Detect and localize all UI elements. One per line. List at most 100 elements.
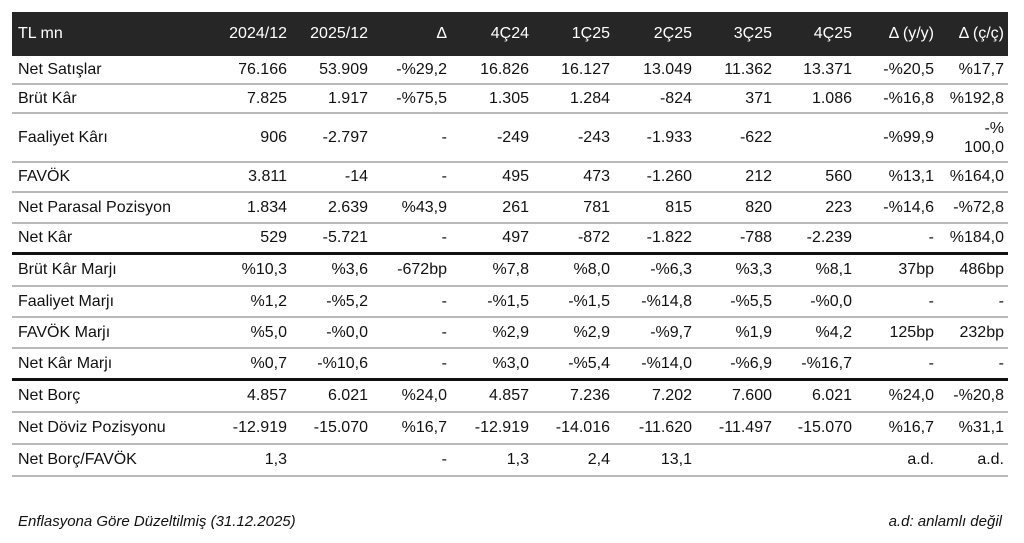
table-cell: - — [372, 223, 451, 255]
table-cell: -%10,6 — [291, 348, 372, 381]
table-cell: %1,9 — [696, 317, 776, 349]
table-cell: -%20,5 — [856, 56, 938, 85]
table-cell: - — [372, 444, 451, 477]
table-cell: %5,0 — [198, 317, 291, 349]
table-cell: 497 — [451, 223, 533, 255]
table-cell: -1.260 — [614, 162, 696, 193]
table-cell: %2,9 — [533, 317, 614, 349]
table-cell: 781 — [533, 192, 614, 224]
table-cell: -%0,0 — [291, 317, 372, 349]
table-cell: - — [372, 348, 451, 381]
header-cell-delta-yy: Δ (y/y) — [856, 12, 938, 56]
table-cell: -1.822 — [614, 223, 696, 255]
row-label: Brüt Kâr Marjı — [12, 253, 198, 287]
table-cell: 473 — [533, 162, 614, 193]
table-row: FAVÖK Marjı %5,0 -%0,0 - %2,9 %2,9 -%9,7… — [12, 317, 1008, 349]
table-cell: 906 — [198, 113, 291, 163]
table-body: Net Satışlar 76.166 53.909 -%29,2 16.826… — [12, 56, 1008, 477]
table-cell: 3.811 — [198, 162, 291, 193]
table-cell: -%20,8 — [938, 379, 1008, 413]
table-row: Net Borç/FAVÖK 1,3 - 1,3 2,4 13,1 a.d. a… — [12, 444, 1008, 477]
table-cell: -12.919 — [198, 412, 291, 445]
table-cell: %3,0 — [451, 348, 533, 381]
table-row: Brüt Kâr 7.825 1.917 -%75,5 1.305 1.284 … — [12, 84, 1008, 114]
row-label: Net Kâr — [12, 223, 198, 255]
header-row: TL mn 2024/12 2025/12 Δ 4Ç24 1Ç25 2Ç25 3… — [12, 12, 1008, 56]
table-cell: 37bp — [856, 253, 938, 287]
table-cell: -%99,9 — [856, 113, 938, 163]
table-cell: 495 — [451, 162, 533, 193]
table-cell: %7,8 — [451, 253, 533, 287]
table-cell: - — [938, 286, 1008, 318]
table-cell: 560 — [776, 162, 856, 193]
table-cell: -%5,4 — [533, 348, 614, 381]
table-cell: 16.127 — [533, 56, 614, 85]
table-cell: 1.086 — [776, 84, 856, 114]
table-cell: %8,0 — [533, 253, 614, 287]
table-cell: %0,7 — [198, 348, 291, 381]
table-header: TL mn 2024/12 2025/12 Δ 4Ç24 1Ç25 2Ç25 3… — [12, 12, 1008, 56]
table-footer: Enflasyona Göre Düzeltilmiş (31.12.2025)… — [12, 511, 1008, 533]
footnote-abbreviation: a.d: anlamlı değil — [888, 513, 1002, 530]
table-cell — [776, 444, 856, 477]
table-cell: 6.021 — [776, 379, 856, 413]
table-row: Net Parasal Pozisyon 1.834 2.639 %43,9 2… — [12, 192, 1008, 224]
table-cell — [776, 113, 856, 163]
row-label: Net Borç/FAVÖK — [12, 444, 198, 477]
header-cell-2q25: 2Ç25 — [614, 12, 696, 56]
table-cell: 7.600 — [696, 379, 776, 413]
table-cell: - — [372, 162, 451, 193]
table-cell: 11.362 — [696, 56, 776, 85]
table-cell: -%1,5 — [451, 286, 533, 318]
header-cell-4q24: 4Ç24 — [451, 12, 533, 56]
table-cell: %164,0 — [938, 162, 1008, 193]
table-cell: - — [856, 286, 938, 318]
table-row: Brüt Kâr Marjı %10,3 %3,6 -672bp %7,8 %8… — [12, 253, 1008, 287]
row-label: FAVÖK — [12, 162, 198, 193]
table-row: Net Kâr Marjı %0,7 -%10,6 - %3,0 -%5,4 -… — [12, 348, 1008, 381]
table-cell: 1.305 — [451, 84, 533, 114]
financial-summary-table-container: TL mn 2024/12 2025/12 Δ 4Ç24 1Ç25 2Ç25 3… — [12, 12, 1008, 477]
row-label: Net Borç — [12, 379, 198, 413]
header-cell-4q25: 4Ç25 — [776, 12, 856, 56]
table-cell: - — [856, 223, 938, 255]
table-cell: %3,6 — [291, 253, 372, 287]
table-cell: -%14,8 — [614, 286, 696, 318]
table-cell: -249 — [451, 113, 533, 163]
table-cell: -%14,0 — [614, 348, 696, 381]
table-cell: %10,3 — [198, 253, 291, 287]
table-cell: 820 — [696, 192, 776, 224]
table-cell: %16,7 — [856, 412, 938, 445]
row-label: Net Parasal Pozisyon — [12, 192, 198, 224]
table-cell: -%6,3 — [614, 253, 696, 287]
table-cell: 125bp — [856, 317, 938, 349]
table-cell: - — [856, 348, 938, 381]
table-cell: 16.826 — [451, 56, 533, 85]
header-cell-label: TL mn — [12, 12, 198, 56]
table-cell: %3,3 — [696, 253, 776, 287]
table-cell: %17,7 — [938, 56, 1008, 85]
table-cell: -%5,5 — [696, 286, 776, 318]
footnote-inflation-adjusted: Enflasyona Göre Düzeltilmiş (31.12.2025) — [18, 513, 296, 530]
table-cell — [291, 444, 372, 477]
row-label: Faaliyet Kârı — [12, 113, 198, 163]
table-cell — [696, 444, 776, 477]
header-cell-3q25: 3Ç25 — [696, 12, 776, 56]
table-cell: 232bp — [938, 317, 1008, 349]
table-cell: -%75,5 — [372, 84, 451, 114]
table-cell: -788 — [696, 223, 776, 255]
table-cell: 486bp — [938, 253, 1008, 287]
table-cell: 815 — [614, 192, 696, 224]
table-cell: 7.236 — [533, 379, 614, 413]
table-cell: 13.049 — [614, 56, 696, 85]
table-cell: 261 — [451, 192, 533, 224]
table-cell: 13.371 — [776, 56, 856, 85]
table-cell: %24,0 — [856, 379, 938, 413]
table-cell: -14.016 — [533, 412, 614, 445]
table-cell: 4.857 — [451, 379, 533, 413]
table-cell: -2.239 — [776, 223, 856, 255]
table-cell: -%16,8 — [856, 84, 938, 114]
table-cell: -11.620 — [614, 412, 696, 445]
table-cell: 7.825 — [198, 84, 291, 114]
table-cell: %31,1 — [938, 412, 1008, 445]
